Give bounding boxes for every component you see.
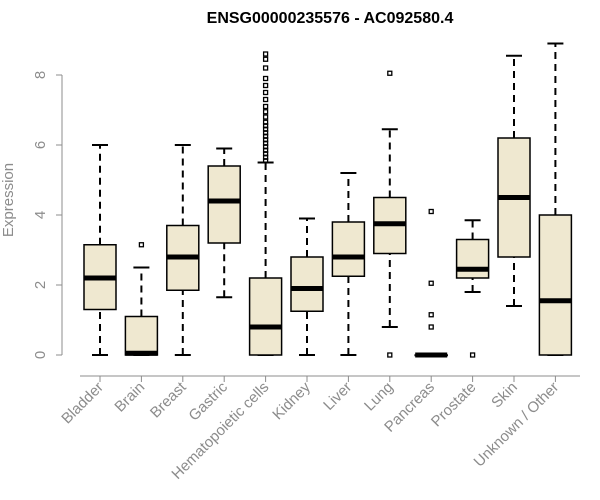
outlier-point	[262, 75, 269, 82]
box-group	[497, 54, 531, 307]
box-group	[290, 217, 324, 356]
x-tick-label: Kidney	[269, 378, 314, 423]
outlier-point	[387, 352, 393, 358]
outlier-point	[469, 352, 476, 358]
outlier-point	[262, 51, 269, 57]
y-axis-label: Expression	[0, 163, 17, 237]
x-tick-label: Liver	[320, 379, 355, 414]
outlier-point	[428, 324, 434, 330]
y-ticks: 0 2 4 6 8	[32, 71, 62, 359]
x-tick-label: Lung	[361, 379, 397, 415]
y-tick-label: 4	[32, 211, 49, 219]
outlier-point	[262, 103, 269, 110]
box-group	[455, 219, 490, 358]
outlier-point	[262, 56, 269, 62]
box-iqr	[207, 165, 241, 244]
box-group	[124, 242, 159, 356]
y-tick-label: 6	[32, 141, 49, 149]
x-tick-label: Brain	[111, 379, 148, 416]
outlier-point	[428, 312, 434, 318]
box-iqr	[124, 315, 159, 356]
box-group	[83, 144, 117, 356]
outlier-point	[262, 96, 269, 103]
box-iqr	[538, 214, 573, 356]
outlier-point	[262, 119, 269, 125]
outlier-point	[387, 70, 393, 76]
y-tick-label: 8	[32, 71, 49, 79]
outlier-point	[138, 242, 145, 248]
box-group	[414, 208, 448, 358]
box-group	[373, 70, 407, 358]
outlier-point	[262, 82, 269, 89]
box-iqr	[331, 221, 366, 277]
outlier-point	[262, 65, 269, 71]
box-group	[248, 51, 283, 356]
outlier-point	[428, 280, 434, 286]
x-tick-label: Skin	[488, 379, 521, 412]
x-tick-label: Breast	[147, 378, 190, 421]
box-group	[538, 42, 573, 356]
x-tick-label: Bladder	[58, 379, 107, 428]
chart-title: ENSG00000235576 - AC092580.4	[207, 10, 454, 27]
box-group	[331, 172, 366, 356]
x-tick-label: Prostate	[428, 379, 480, 431]
outlier-point	[262, 89, 269, 96]
outlier-point	[262, 109, 269, 115]
outlier-point	[428, 208, 434, 215]
box-iqr	[248, 277, 283, 356]
y-tick-label: 2	[32, 281, 49, 289]
boxes	[83, 42, 573, 358]
box-iqr	[290, 256, 324, 312]
box-group	[166, 144, 200, 356]
y-tick-label: 0	[32, 351, 49, 359]
outlier-point	[262, 114, 269, 120]
box-group	[207, 147, 241, 299]
box-iqr	[455, 238, 490, 279]
